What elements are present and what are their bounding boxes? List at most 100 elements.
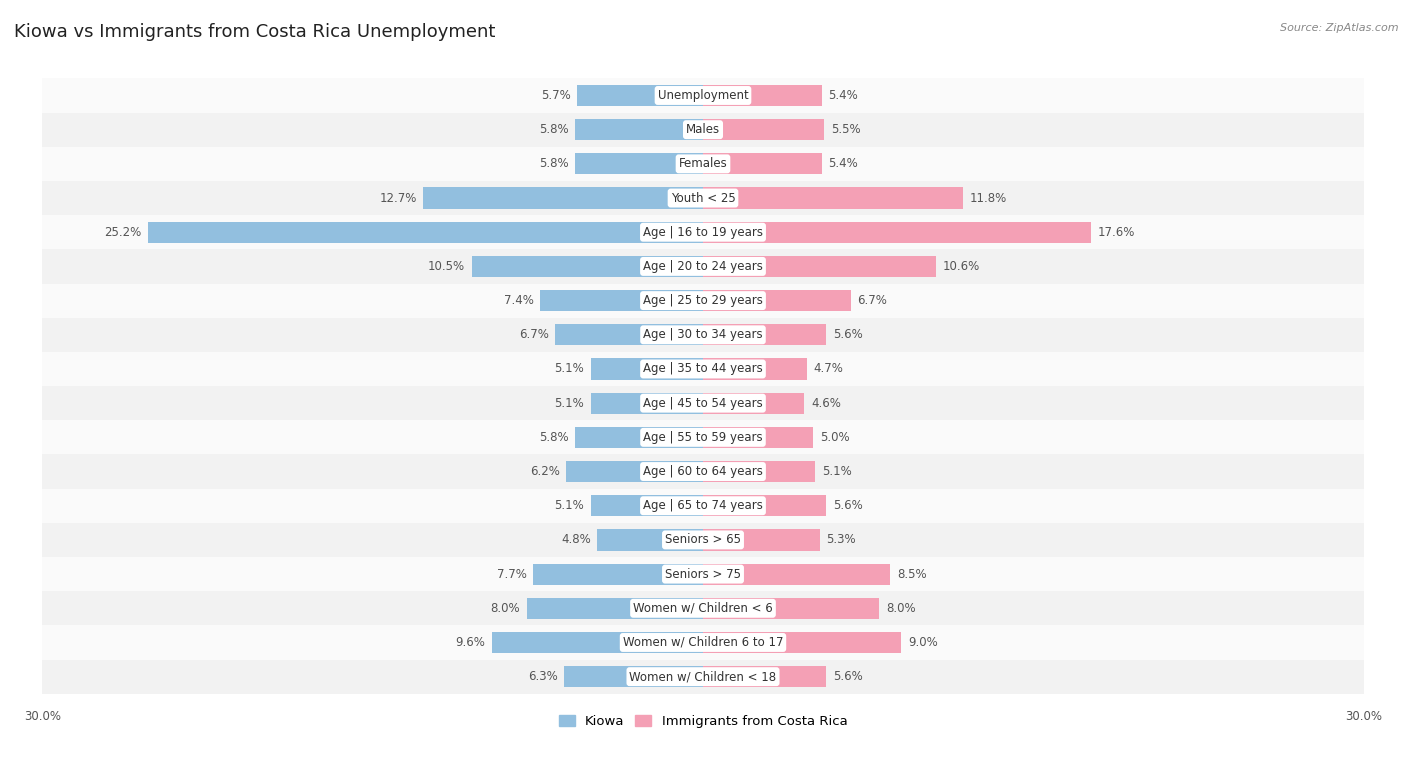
Bar	[527, 598, 703, 619]
Bar	[471, 256, 703, 277]
Text: Women w/ Children 6 to 17: Women w/ Children 6 to 17	[623, 636, 783, 649]
Text: Source: ZipAtlas.com: Source: ZipAtlas.com	[1281, 23, 1399, 33]
Text: 10.5%: 10.5%	[427, 260, 465, 273]
Text: 5.6%: 5.6%	[832, 670, 863, 683]
Text: Age | 30 to 34 years: Age | 30 to 34 years	[643, 329, 763, 341]
Bar	[42, 79, 1364, 113]
Bar	[42, 147, 1364, 181]
Text: 7.4%: 7.4%	[503, 294, 533, 307]
Bar	[703, 393, 804, 414]
Bar	[555, 324, 703, 345]
Text: Women w/ Children < 18: Women w/ Children < 18	[630, 670, 776, 683]
Bar	[591, 358, 703, 379]
Text: 7.7%: 7.7%	[496, 568, 527, 581]
Bar	[42, 591, 1364, 625]
Bar	[42, 284, 1364, 318]
Text: 25.2%: 25.2%	[104, 226, 141, 238]
Text: 5.6%: 5.6%	[832, 329, 863, 341]
Text: 5.8%: 5.8%	[538, 431, 568, 444]
Text: 5.1%: 5.1%	[554, 363, 583, 375]
Bar	[42, 420, 1364, 454]
Text: 8.5%: 8.5%	[897, 568, 927, 581]
Bar	[42, 557, 1364, 591]
Bar	[703, 495, 827, 516]
Bar	[703, 85, 823, 106]
Text: 11.8%: 11.8%	[970, 192, 1007, 204]
Bar	[591, 495, 703, 516]
Bar	[564, 666, 703, 687]
Text: 5.3%: 5.3%	[827, 534, 856, 547]
Text: 5.8%: 5.8%	[538, 123, 568, 136]
Bar	[42, 523, 1364, 557]
Bar	[575, 119, 703, 140]
Text: Seniors > 75: Seniors > 75	[665, 568, 741, 581]
Text: Age | 55 to 59 years: Age | 55 to 59 years	[643, 431, 763, 444]
Text: 6.7%: 6.7%	[519, 329, 548, 341]
Bar	[591, 393, 703, 414]
Text: 5.6%: 5.6%	[832, 499, 863, 512]
Text: 5.1%: 5.1%	[554, 499, 583, 512]
Text: 6.7%: 6.7%	[858, 294, 887, 307]
Text: 5.4%: 5.4%	[828, 157, 858, 170]
Bar	[703, 461, 815, 482]
Text: Age | 60 to 64 years: Age | 60 to 64 years	[643, 465, 763, 478]
Bar	[703, 222, 1091, 243]
Bar	[575, 427, 703, 448]
Bar	[42, 625, 1364, 659]
Bar	[492, 632, 703, 653]
Bar	[423, 188, 703, 209]
Bar	[575, 153, 703, 174]
Bar	[703, 598, 879, 619]
Bar	[567, 461, 703, 482]
Text: 4.8%: 4.8%	[561, 534, 591, 547]
Text: 5.5%: 5.5%	[831, 123, 860, 136]
Bar	[42, 113, 1364, 147]
Text: 9.0%: 9.0%	[908, 636, 938, 649]
Text: Age | 65 to 74 years: Age | 65 to 74 years	[643, 499, 763, 512]
Text: 5.1%: 5.1%	[823, 465, 852, 478]
Text: Age | 25 to 29 years: Age | 25 to 29 years	[643, 294, 763, 307]
Text: Women w/ Children < 6: Women w/ Children < 6	[633, 602, 773, 615]
Bar	[703, 256, 936, 277]
Bar	[703, 188, 963, 209]
Bar	[703, 153, 823, 174]
Text: 5.4%: 5.4%	[828, 89, 858, 102]
Bar	[703, 632, 901, 653]
Text: 5.8%: 5.8%	[538, 157, 568, 170]
Bar	[42, 249, 1364, 284]
Text: 6.3%: 6.3%	[527, 670, 558, 683]
Bar	[42, 659, 1364, 693]
Text: 10.6%: 10.6%	[943, 260, 980, 273]
Bar	[42, 215, 1364, 249]
Bar	[703, 529, 820, 550]
Legend: Kiowa, Immigrants from Costa Rica: Kiowa, Immigrants from Costa Rica	[555, 712, 851, 732]
Text: 4.7%: 4.7%	[813, 363, 844, 375]
Text: Kiowa vs Immigrants from Costa Rica Unemployment: Kiowa vs Immigrants from Costa Rica Unem…	[14, 23, 495, 41]
Bar	[42, 454, 1364, 488]
Bar	[42, 488, 1364, 523]
Bar	[703, 358, 807, 379]
Bar	[42, 181, 1364, 215]
Bar	[578, 85, 703, 106]
Bar	[148, 222, 703, 243]
Text: Seniors > 65: Seniors > 65	[665, 534, 741, 547]
Bar	[42, 318, 1364, 352]
Text: Males: Males	[686, 123, 720, 136]
Text: 9.6%: 9.6%	[456, 636, 485, 649]
Text: 5.0%: 5.0%	[820, 431, 849, 444]
Text: Age | 35 to 44 years: Age | 35 to 44 years	[643, 363, 763, 375]
Text: 5.7%: 5.7%	[541, 89, 571, 102]
Text: Youth < 25: Youth < 25	[671, 192, 735, 204]
Bar	[703, 427, 813, 448]
Text: Age | 45 to 54 years: Age | 45 to 54 years	[643, 397, 763, 410]
Text: 12.7%: 12.7%	[380, 192, 416, 204]
Bar	[540, 290, 703, 311]
Text: Age | 20 to 24 years: Age | 20 to 24 years	[643, 260, 763, 273]
Text: Females: Females	[679, 157, 727, 170]
Text: 6.2%: 6.2%	[530, 465, 560, 478]
Bar	[703, 290, 851, 311]
Bar	[703, 324, 827, 345]
Bar	[598, 529, 703, 550]
Text: 5.1%: 5.1%	[554, 397, 583, 410]
Bar	[703, 666, 827, 687]
